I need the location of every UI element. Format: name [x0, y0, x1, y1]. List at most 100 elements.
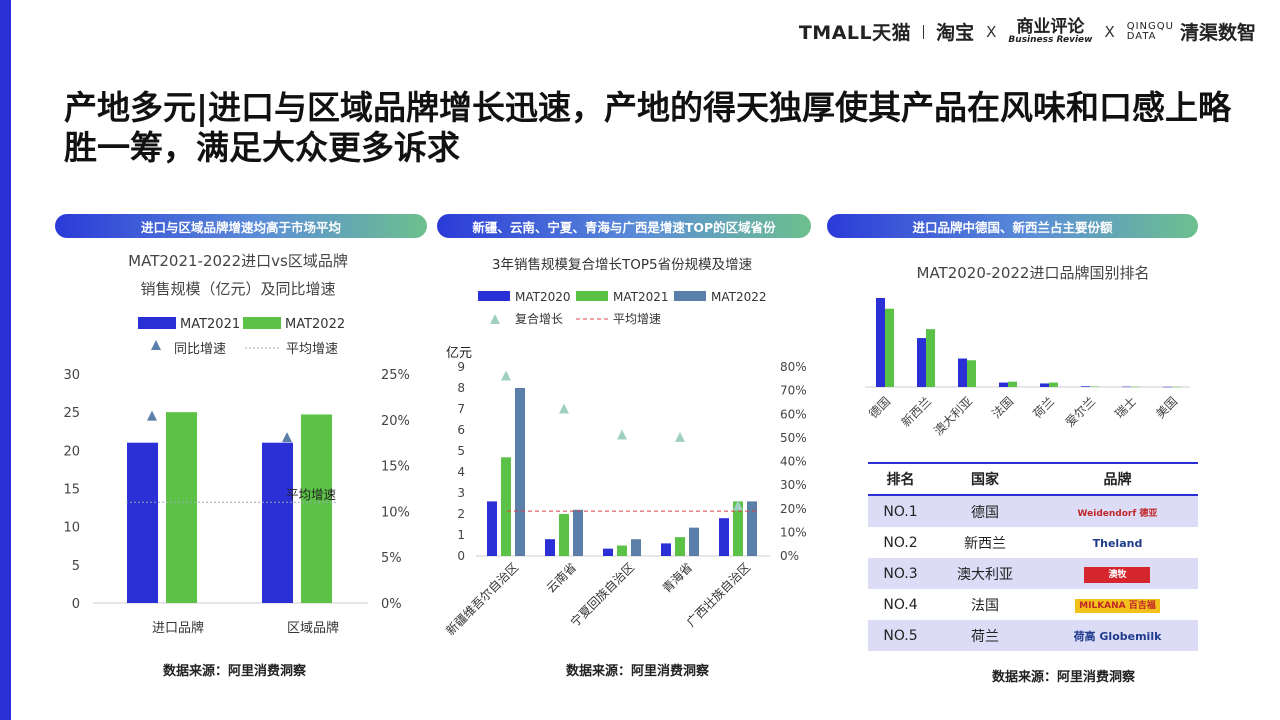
y2-tick-label: 0% — [381, 597, 402, 612]
y-tick-label: 1 — [457, 528, 465, 542]
bar-MAT2022 — [631, 539, 641, 556]
y2-tick-label: 80% — [780, 360, 807, 374]
bar-series-1 — [926, 329, 935, 387]
chart1-title-line2: 销售规模（亿元）及同比增速 — [140, 280, 335, 298]
table-cell-rank: NO.4 — [883, 596, 918, 613]
y-tick-label: 0 — [457, 549, 465, 563]
logo-separator: X — [1104, 22, 1115, 41]
table-cell-rank: NO.1 — [868, 495, 934, 527]
chart-import-vs-regional: MAT2021-2022进口vs区域品牌 销售规模（亿元）及同比增速 MAT20… — [63, 252, 409, 636]
brand-logo-weidendorf: Weidendorf 德亚 — [1077, 508, 1158, 519]
legend-label: 复合增长 — [515, 311, 563, 326]
chart-import-country-rank: MAT2020-2022进口品牌国别排名 德国 新西兰澳大利亚 法国 荷兰 爱尔兰 瑞士美… — [865, 264, 1190, 438]
tmall-logo: TMALL天猫 — [798, 22, 912, 44]
y2-tick-label: 40% — [780, 455, 807, 469]
y2-tick-label: 20% — [780, 502, 807, 516]
y-axis-unit: 亿元 — [446, 346, 472, 361]
y-tick-label: 3 — [457, 486, 465, 500]
y-tick-label: 4 — [457, 465, 465, 479]
bar-MAT2021 — [617, 545, 627, 556]
qingqu-logo-en1: QINGQU — [1126, 20, 1174, 32]
table-cell-country: 荷兰 — [933, 620, 1037, 651]
table-row: NO.2 新西兰 Theland — [868, 527, 1198, 558]
bar-series-0 — [1163, 386, 1172, 388]
table-row: NO.5 荷兰 荷高 Globemilk — [868, 620, 1198, 651]
business-review-logo: 商业评论 Business Review — [1008, 16, 1092, 45]
table-cell-country: 澳大利亚 — [933, 558, 1037, 589]
chart1-marks: 平均增速 — [126, 410, 338, 603]
bar-series-1 — [1049, 382, 1058, 387]
bar-MAT2022 — [747, 501, 757, 556]
business-review-logo-cn: 商业评论 — [1016, 16, 1085, 37]
bar-series-1 — [1131, 386, 1140, 388]
growth-marker — [617, 429, 627, 440]
bar-MAT2021 — [559, 514, 569, 556]
qingqu-logo: QINGQU DATA 清渠数智 — [1127, 18, 1256, 45]
x-tick-label: 进口品牌 — [152, 620, 204, 636]
legend-label: 同比增速 — [174, 342, 226, 357]
table-header-row: 排名 国家 品牌 — [868, 462, 1198, 496]
y2-tick-label: 30% — [780, 478, 807, 492]
table-header-brand: 品牌 — [1036, 462, 1198, 496]
data-source-3: 数据来源：阿里消费洞察 — [992, 670, 1136, 685]
section-pill-2: 新疆、云南、宁夏、青海与广西是增速TOP的区域省份 — [437, 214, 811, 238]
y2-tick-label: 5% — [381, 551, 402, 566]
bar-MAT2021 — [262, 442, 293, 603]
bar-MAT2022 — [573, 509, 583, 556]
y-tick-label: 30 — [63, 368, 80, 383]
bar-series-0 — [876, 298, 885, 387]
bar-MAT2021 — [501, 457, 511, 556]
logo-separator: X — [986, 22, 997, 41]
table-row: NO.1 德国 Weidendorf 德亚 — [868, 495, 1198, 527]
growth-marker — [559, 403, 569, 414]
y2-tick-label: 10% — [780, 525, 807, 539]
bar-MAT2021 — [127, 442, 158, 603]
table-cell-country: 德国 — [933, 495, 1037, 527]
x-tick-label: 德国 — [866, 394, 894, 422]
table-header-rank: 排名 — [868, 462, 934, 496]
x-tick-label: 新西兰 — [898, 394, 934, 430]
legend-label: MAT2021 — [180, 317, 240, 332]
bar-series-0 — [1040, 383, 1049, 387]
bar-series-0 — [1081, 386, 1090, 387]
chart3-title: MAT2020-2022进口品牌国别排名 — [917, 264, 1150, 282]
bar-series-1 — [1008, 381, 1017, 387]
x-tick-label: 青海省 — [659, 560, 695, 596]
chart-top5-provinces: 3年销售规模复合增长TOP5省份规模及增速 MAT2020 MAT2021 MAT2… — [443, 256, 807, 638]
table-header-country: 国家 — [933, 462, 1037, 496]
bar-series-0 — [1122, 386, 1131, 388]
bar-MAT2021 — [733, 501, 743, 556]
bar-series-0 — [958, 358, 967, 387]
bar-MAT2022 — [689, 527, 699, 556]
y-tick-label: 0 — [72, 597, 80, 612]
chart1-axes: 0 5 10 15 20 25 30 0% 5% 10% 15% 20% 25% 进口品牌 区域品牌 — [63, 368, 409, 636]
bar-series-1 — [967, 360, 976, 387]
section-pill-3: 进口品牌中德国、新西兰占主要份额 — [827, 214, 1198, 238]
brand-logo-aomu: 澳牧 — [1084, 566, 1151, 583]
x-tick-label: 荷兰 — [1030, 394, 1057, 421]
legend-label: MAT2022 — [711, 290, 767, 304]
x-tick-label: 澳大利亚 — [931, 394, 975, 438]
bar-MAT2022 — [301, 414, 332, 603]
legend-swatch — [576, 291, 608, 301]
x-tick-label: 法国 — [989, 394, 1016, 421]
chart2-axes: 0 1 2 3 4 5 6 7 8 9 0% 10% 20% 30% 40% 50% 60% 70% 80% 新疆维吾… — [443, 360, 807, 638]
legend-swatch — [478, 291, 510, 301]
taobao-logo: 淘宝 — [936, 22, 975, 44]
growth-marker — [733, 500, 743, 511]
y2-tick-label: 70% — [780, 384, 807, 398]
y-tick-label: 7 — [457, 402, 465, 416]
y2-tick-label: 20% — [381, 414, 410, 429]
bar-series-1 — [885, 308, 894, 387]
y2-tick-label: 10% — [381, 505, 410, 520]
legend-label: MAT2020 — [515, 290, 571, 304]
growth-marker — [501, 370, 511, 381]
chart1-legend: MAT2021 MAT2022 同比增速 平均增速 — [138, 317, 345, 357]
table-cell-rank: NO.2 — [883, 534, 918, 551]
import-brand-rank-table: 排名 国家 品牌 NO.1 德国 Weidendorf 德亚 NO.2 新西兰 … — [868, 462, 1198, 651]
y-tick-label: 25 — [63, 406, 80, 421]
legend-triangle-icon — [490, 314, 500, 324]
x-tick-label: 瑞士 — [1112, 394, 1139, 421]
brand-logo-theland: Theland — [1092, 536, 1143, 550]
